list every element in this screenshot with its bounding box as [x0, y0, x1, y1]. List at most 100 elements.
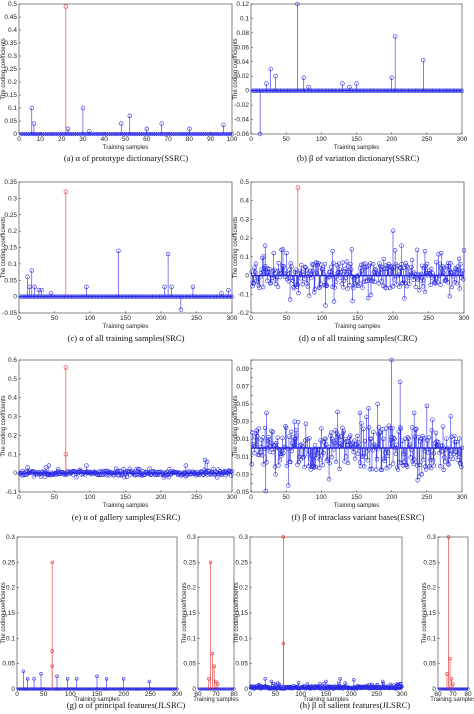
x-tick-label: 250	[421, 494, 432, 501]
y-tick-label: 0.2	[8, 228, 17, 235]
x-tick-label: 200	[156, 494, 167, 501]
plot-frame	[251, 360, 462, 492]
y-tick-label: 0.2	[240, 235, 249, 242]
caption-f: (f) β of intraclass variant bases(ESRC)	[291, 512, 424, 522]
y-tick-label: 0.08	[236, 30, 249, 37]
x-tick-label: 20	[58, 136, 66, 143]
y-axis-label: The coding coefficients	[1, 395, 7, 456]
chart-c: -0.0500.050.10.150.20.250.30.350 50 100 150…	[1, 179, 238, 330]
x-tick-label: 250	[191, 315, 202, 322]
x-tick-label: 100	[85, 494, 96, 501]
y-tick-label: 0.25	[2, 559, 15, 566]
y-tick-label: 0.12	[236, 1, 249, 8]
y-tick-label: 0.05	[4, 118, 17, 125]
y-tick-label: 0.1	[8, 451, 17, 458]
y-tick-label: -0.1	[6, 489, 18, 496]
y-tick-label: 0.3	[8, 414, 17, 421]
y-axis-label: The coding coefficients	[182, 582, 188, 643]
caption-g: (g) α of principal features(JLSRC)	[67, 700, 186, 710]
chart-f: -0.05-0.03-0.010.010.030.050.070.090 50 10…	[233, 358, 468, 509]
caption-b: (b) β of variation dictionary(SSRC)	[297, 153, 419, 163]
plot-frame	[198, 537, 234, 689]
x-tick-label: 150	[351, 494, 362, 501]
y-tick-label: 0.25	[423, 559, 436, 566]
x-tick-label: 0	[17, 494, 21, 501]
y-tick-label: 0.3	[239, 534, 248, 541]
x-tick-label: 300	[227, 315, 238, 322]
x-tick-label: 90	[207, 136, 215, 143]
x-tick-label: 10	[37, 136, 45, 143]
y-tick-label: 0.3	[427, 534, 436, 541]
y-tick-label: 0.07	[236, 383, 249, 390]
x-tick-label: 50	[122, 136, 130, 143]
x-axis-label: Training samples	[335, 324, 380, 330]
x-tick-label: 60	[143, 136, 151, 143]
y-tick-label: 0.2	[6, 585, 15, 592]
plot-frame	[250, 537, 402, 689]
y-tick-label: -0.06	[234, 131, 249, 138]
caption-h: (h) β of salient features(JLSRC)	[300, 700, 410, 710]
x-tick-label: 50	[283, 136, 291, 143]
chart-a: 00.050.10.150.20.250.30.350.40.450.50 10 2…	[1, 1, 238, 151]
y-axis-label: The coding coefficients	[233, 395, 239, 456]
y-tick-label: 0.1	[6, 635, 15, 642]
x-tick-label: 300	[172, 691, 183, 698]
x-tick-label: 200	[386, 136, 397, 143]
x-axis-label: Training samples	[430, 697, 474, 703]
y-tick-label: 0.3	[240, 216, 249, 223]
y-tick-label: 0.5	[8, 1, 17, 8]
x-tick-label: 300	[397, 691, 408, 698]
y-tick-label: 0.3	[6, 534, 15, 541]
y-axis-label: The coding coefficients	[234, 582, 240, 643]
x-axis-label: Training samples	[334, 145, 379, 151]
y-tick-label: 0.1	[8, 105, 17, 112]
y-tick-label: 0.1	[8, 261, 17, 268]
chart-h-main: 0 0.05 0.1 0.15 0.2 0.25 0.3 0 50 100 150 200 250 300…	[234, 534, 408, 703]
x-tick-label: 300	[459, 315, 470, 322]
y-tick-label: 0.3	[8, 195, 17, 202]
chart-d: -0.2-0.100.10.20.30.40.50 50 100 150 200 250 3…	[233, 179, 470, 330]
x-tick-label: 50	[272, 691, 280, 698]
x-tick-label: 200	[386, 494, 397, 501]
x-tick-label: 100	[85, 315, 96, 322]
y-tick-label: -0.03	[234, 471, 249, 478]
x-tick-label: 0	[15, 691, 19, 698]
y-tick-label: 0.4	[240, 198, 249, 205]
y-tick-label: 0.4	[8, 395, 17, 402]
y-tick-label: 0.2	[187, 585, 196, 592]
x-tick-label: 0	[248, 691, 252, 698]
chart-g-main: 00.050.10.150.20.250.30 50 100 150 200 250 300…	[1, 534, 183, 703]
x-tick-label: 50	[283, 494, 291, 501]
x-tick-label: 150	[352, 315, 363, 322]
x-tick-label: 30	[79, 136, 87, 143]
x-axis-label: Training samples	[103, 503, 148, 509]
y-tick-label: -0.04	[234, 117, 249, 124]
x-tick-label: 40	[101, 136, 109, 143]
caption-d: (d) α of all training samples(CRC)	[299, 333, 417, 343]
x-tick-label: 100	[316, 494, 327, 501]
x-tick-label: 100	[316, 136, 327, 143]
x-tick-label: 150	[120, 315, 131, 322]
y-axis-label: The coding coefficients	[1, 582, 7, 643]
y-tick-label: 0.2	[427, 585, 436, 592]
x-tick-label: 50	[40, 691, 48, 698]
y-axis-label: The coding coefficients	[233, 38, 239, 99]
x-tick-label: 300	[457, 494, 468, 501]
x-tick-label: 0	[249, 136, 253, 143]
y-tick-label: 0.09	[236, 366, 249, 373]
x-tick-label: 150	[351, 136, 362, 143]
x-tick-label: 250	[371, 691, 382, 698]
caption-c: (c) α of all training samples(SRC)	[68, 333, 185, 343]
y-tick-label: 0.2	[239, 585, 248, 592]
x-tick-label: 150	[120, 494, 131, 501]
x-axis-label: Training samples	[103, 324, 148, 330]
x-tick-label: 250	[421, 136, 432, 143]
x-tick-label: 200	[388, 315, 399, 322]
y-tick-label: -0.2	[238, 310, 250, 317]
y-tick-label: 0.05	[183, 661, 196, 668]
y-tick-label: 0.2	[8, 432, 17, 439]
y-tick-label: 0.6	[8, 357, 17, 364]
y-tick-label: 0.05	[423, 661, 436, 668]
plot-frame	[19, 4, 232, 134]
